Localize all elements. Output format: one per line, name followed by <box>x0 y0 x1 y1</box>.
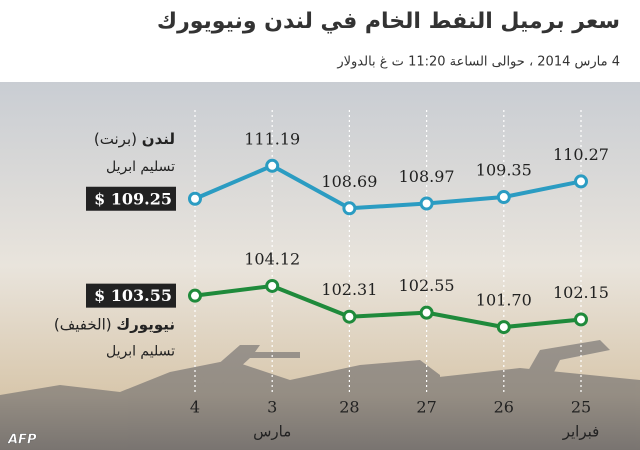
chart-title: سعر برميل النفط الخام في لندن ونيويورك <box>157 9 620 34</box>
data-label: $ 109.25 <box>94 189 172 208</box>
data-label: 111.19 <box>244 129 300 148</box>
x-tick-label: 26 <box>494 398 514 417</box>
data-point <box>342 309 357 324</box>
x-tick-label: 4 <box>190 398 200 417</box>
legend-delivery: تسليم ابريل <box>106 159 175 175</box>
data-label: 109.35 <box>476 161 532 180</box>
legend-delivery: تسليم ابريل <box>106 344 175 360</box>
data-point <box>342 201 357 216</box>
legend-label: لندن (برنت) <box>94 129 175 147</box>
x-group-label: فبراير <box>562 423 600 441</box>
data-point <box>574 174 588 189</box>
data-label: 108.97 <box>399 167 455 186</box>
x-tick-label: 3 <box>267 398 277 417</box>
data-label: 101.70 <box>476 291 532 310</box>
data-label: 110.27 <box>553 145 609 164</box>
data-point <box>188 288 202 303</box>
legend-note: (برنت) <box>94 129 137 147</box>
legend-name: لندن <box>142 129 175 147</box>
pump-silhouettes <box>0 340 640 450</box>
data-label: 102.55 <box>399 276 455 295</box>
series-line <box>194 283 582 330</box>
chart-subtitle: 4 مارس 2014 ، حوالى الساعة 11:20 ت غ بال… <box>336 55 620 70</box>
legend-label: نيويورك (الخفيف) <box>54 315 175 333</box>
data-point <box>265 158 280 173</box>
source: AFP <box>7 433 37 448</box>
data-point <box>496 320 511 335</box>
x-tick-label: 27 <box>416 398 436 417</box>
data-point <box>574 312 588 327</box>
data-point <box>496 190 511 205</box>
data-label: 104.12 <box>244 249 300 268</box>
data-point <box>419 196 434 211</box>
data-label: 108.69 <box>321 172 377 191</box>
x-tick-label: 28 <box>339 398 359 417</box>
data-point <box>188 191 202 206</box>
x-group-label: مارس <box>253 423 291 441</box>
legend-note: (الخفيف) <box>54 315 112 333</box>
series-line <box>194 163 582 211</box>
data-label: 102.15 <box>553 283 609 302</box>
legend-name: نيويورك <box>116 315 175 333</box>
data-label: $ 103.55 <box>94 286 172 305</box>
data-point <box>265 278 280 293</box>
value-badge <box>86 283 176 308</box>
data-label: 102.31 <box>321 280 377 299</box>
data-point <box>419 305 434 320</box>
x-tick-label: 25 <box>571 398 591 417</box>
value-badge <box>86 186 176 211</box>
